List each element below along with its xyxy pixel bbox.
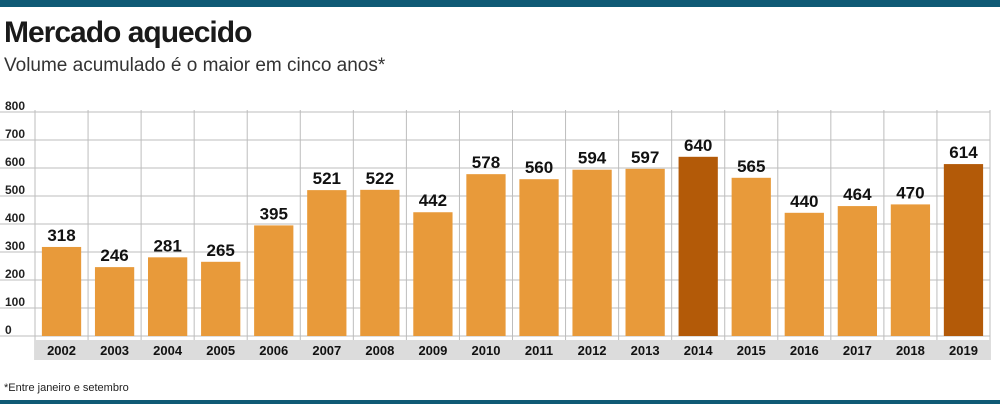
bar-2011	[519, 179, 559, 336]
data-label-2006: 395	[260, 204, 288, 223]
data-label-2004: 281	[153, 236, 181, 255]
x-axis-band	[35, 340, 990, 360]
y-axis: 0 100 200 300 400 500 600 700 800	[5, 99, 25, 337]
x-tick-label-2002: 2002	[47, 343, 76, 358]
x-tick-label-2009: 2009	[418, 343, 447, 358]
x-tick-label-2013: 2013	[631, 343, 660, 358]
data-label-2010: 578	[472, 153, 500, 172]
top-rule	[0, 0, 1000, 7]
chart-subtitle: Volume acumulado é o maior em cinco anos…	[4, 55, 386, 76]
bar-2017	[837, 206, 877, 336]
data-label-2007: 521	[313, 169, 341, 188]
y-tick-label: 200	[5, 267, 25, 281]
bar-2010	[466, 174, 506, 336]
y-tick-label: 100	[5, 295, 25, 309]
y-tick-label: 800	[5, 99, 25, 113]
data-label-2016: 440	[790, 192, 818, 211]
data-label-2012: 594	[578, 149, 607, 168]
x-tick-label-2007: 2007	[312, 343, 341, 358]
bar-2013	[625, 168, 665, 336]
bar-2003	[94, 267, 135, 336]
bar-2007	[307, 190, 347, 336]
x-axis: 2002 2003 2004 2005 2006 2007 2008 2009 2010 2011…	[47, 343, 978, 358]
data-label-2011: 560	[525, 158, 553, 177]
x-tick-label-2014: 2014	[684, 343, 714, 358]
bar-2019	[943, 164, 984, 336]
bar-2008	[360, 189, 400, 336]
bars	[41, 156, 984, 336]
y-tick-label: 0	[5, 323, 12, 337]
data-label-2008: 522	[366, 169, 394, 188]
x-tick-label-2016: 2016	[790, 343, 819, 358]
data-label-2009: 442	[419, 191, 447, 210]
y-tick-label: 600	[5, 155, 25, 169]
x-tick-label-2006: 2006	[259, 343, 288, 358]
x-tick-label-2019: 2019	[949, 343, 978, 358]
data-label-2003: 246	[100, 246, 128, 265]
bar-2016	[784, 212, 824, 336]
y-tick-label: 300	[5, 239, 25, 253]
x-tick-label-2010: 2010	[472, 343, 501, 358]
y-tick-label: 700	[5, 127, 25, 141]
footnote: *Entre janeiro e setembro	[4, 382, 129, 394]
x-tick-label-2012: 2012	[578, 343, 607, 358]
x-tick-label-2003: 2003	[100, 343, 129, 358]
data-label-2002: 318	[47, 226, 75, 245]
bar-2018	[890, 204, 931, 336]
data-label-2019: 614	[949, 143, 978, 162]
bar-chart: 0 100 200 300 400 500 600 700 800 318 246 281 265 39…	[0, 99, 991, 360]
data-label-2017: 464	[843, 185, 872, 204]
data-label-2015: 565	[737, 157, 765, 176]
bar-2015	[731, 177, 771, 336]
bar-2012	[572, 169, 612, 336]
bar-2006	[254, 225, 294, 336]
x-tick-label-2018: 2018	[896, 343, 925, 358]
bar-2005	[201, 261, 241, 336]
data-label-2018: 470	[896, 183, 924, 202]
chart-title: Mercado aquecido	[4, 16, 252, 49]
x-tick-label-2015: 2015	[737, 343, 766, 358]
data-label-2013: 597	[631, 148, 659, 167]
data-label-2014: 640	[684, 136, 712, 155]
x-tick-label-2017: 2017	[843, 343, 872, 358]
y-tick-label: 500	[5, 183, 25, 197]
x-tick-label-2008: 2008	[365, 343, 394, 358]
x-tick-label-2011: 2011	[525, 343, 553, 358]
x-tick-label-2005: 2005	[206, 343, 235, 358]
bar-2009	[413, 212, 453, 336]
bar-2014	[678, 156, 718, 336]
bar-2004	[148, 257, 188, 336]
x-tick-label-2004: 2004	[153, 343, 183, 358]
data-labels: 318 246 281 265 395 521 522 442 578 560 594 597 640 5…	[47, 136, 978, 265]
data-label-2005: 265	[207, 241, 235, 260]
bar-2002	[41, 246, 82, 336]
y-tick-label: 400	[5, 211, 25, 225]
bottom-rule	[0, 400, 1000, 404]
